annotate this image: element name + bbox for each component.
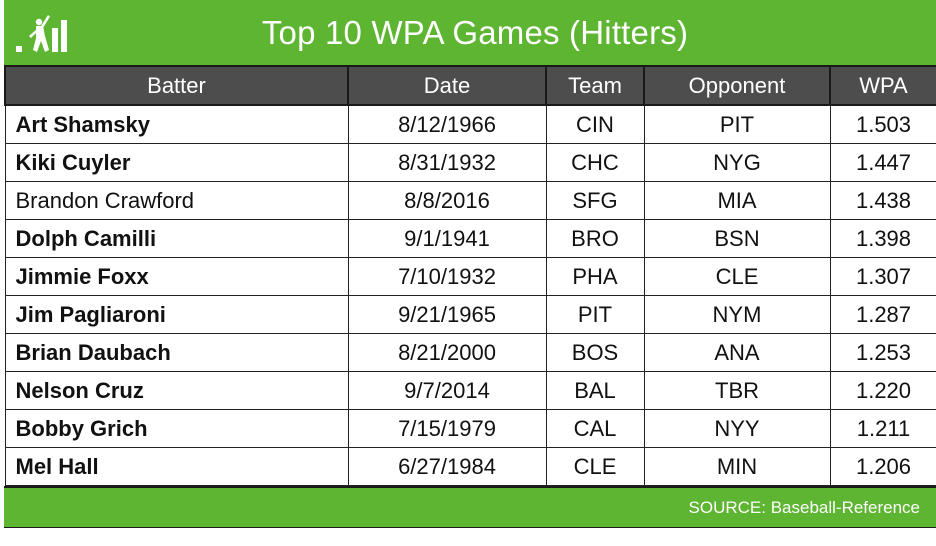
table-row: Jim Pagliaroni 9/21/1965 PIT NYM 1.287 [4,295,936,334]
cell-batter: Brian Daubach [4,333,349,372]
page-title: Top 10 WPA Games (Hitters) [261,14,689,51]
cell-team: CLE [545,447,645,486]
cell-team: CHC [545,143,645,182]
cell-wpa: 1.211 [829,409,936,448]
title-bar: Top 10 WPA Games (Hitters) [4,0,936,65]
cell-date: 9/1/1941 [347,219,547,258]
table-row: Brian Daubach 8/21/2000 BOS ANA 1.253 [4,333,936,372]
cell-date: 8/31/1932 [347,143,547,182]
cell-wpa: 1.398 [829,219,936,258]
cell-team: CIN [545,104,645,144]
cell-wpa: 1.307 [829,257,936,296]
column-header-date: Date [347,65,547,106]
cell-opponent: MIN [643,447,831,486]
table-row: Nelson Cruz 9/7/2014 BAL TBR 1.220 [4,371,936,410]
cell-batter: Dolph Camilli [4,219,349,258]
table-header-row: Batter Date Team Opponent WPA [4,65,936,106]
cell-team: PHA [545,257,645,296]
cell-date: 9/7/2014 [347,371,547,410]
footer-bar: SOURCE: Baseball-Reference [4,486,936,528]
cell-opponent: TBR [643,371,831,410]
column-header-team: Team [545,65,645,106]
cell-wpa: 1.503 [829,104,936,144]
cell-batter: Nelson Cruz [4,371,349,410]
cell-date: 9/21/1965 [347,295,547,334]
baseball-batter-bar-chart-icon [16,15,67,52]
table-row: Dolph Camilli 9/1/1941 BRO BSN 1.398 [4,219,936,258]
cell-wpa: 1.253 [829,333,936,372]
cell-wpa: 1.438 [829,181,936,220]
cell-team: PIT [545,295,645,334]
cell-date: 6/27/1984 [347,447,547,486]
cell-date: 7/15/1979 [347,409,547,448]
cell-opponent: PIT [643,104,831,144]
cell-batter: Jimmie Foxx [4,257,349,296]
cell-date: 8/8/2016 [347,181,547,220]
cell-wpa: 1.220 [829,371,936,410]
cell-batter: Mel Hall [4,447,349,486]
cell-batter: Brandon Crawford [4,181,349,220]
cell-date: 7/10/1932 [347,257,547,296]
cell-date: 8/21/2000 [347,333,547,372]
wpa-table: Batter Date Team Opponent WPA Art Shamsk… [4,65,936,486]
cell-opponent: CLE [643,257,831,296]
cell-team: BOS [545,333,645,372]
cell-team: SFG [545,181,645,220]
column-header-batter: Batter [4,65,349,106]
cell-opponent: MIA [643,181,831,220]
table-row: Bobby Grich 7/15/1979 CAL NYY 1.211 [4,409,936,448]
cell-wpa: 1.206 [829,447,936,486]
cell-opponent: NYY [643,409,831,448]
cell-batter: Art Shamsky [4,104,349,144]
cell-opponent: NYG [643,143,831,182]
table-row: Mel Hall 6/27/1984 CLE MIN 1.206 [4,447,936,486]
source-credit: SOURCE: Baseball-Reference [688,498,920,517]
cell-team: BRO [545,219,645,258]
cell-wpa: 1.447 [829,143,936,182]
cell-opponent: BSN [643,219,831,258]
cell-batter: Jim Pagliaroni [4,295,349,334]
cell-opponent: ANA [643,333,831,372]
cell-batter: Bobby Grich [4,409,349,448]
table-row: Kiki Cuyler 8/31/1932 CHC NYG 1.447 [4,143,936,182]
cell-batter: Kiki Cuyler [4,143,349,182]
column-header-wpa: WPA [829,65,936,106]
wpa-card: Top 10 WPA Games (Hitters) Batter Date T… [4,0,936,546]
table-row: Jimmie Foxx 7/10/1932 PHA CLE 1.307 [4,257,936,296]
cell-date: 8/12/1966 [347,104,547,144]
cell-opponent: NYM [643,295,831,334]
cell-team: BAL [545,371,645,410]
table-row: Art Shamsky 8/12/1966 CIN PIT 1.503 [4,104,936,144]
column-header-opponent: Opponent [643,65,831,106]
cell-team: CAL [545,409,645,448]
table-row: Brandon Crawford 8/8/2016 SFG MIA 1.438 [4,181,936,220]
cell-wpa: 1.287 [829,295,936,334]
table-body: Art Shamsky 8/12/1966 CIN PIT 1.503 Kiki Cuyl… [4,104,936,486]
